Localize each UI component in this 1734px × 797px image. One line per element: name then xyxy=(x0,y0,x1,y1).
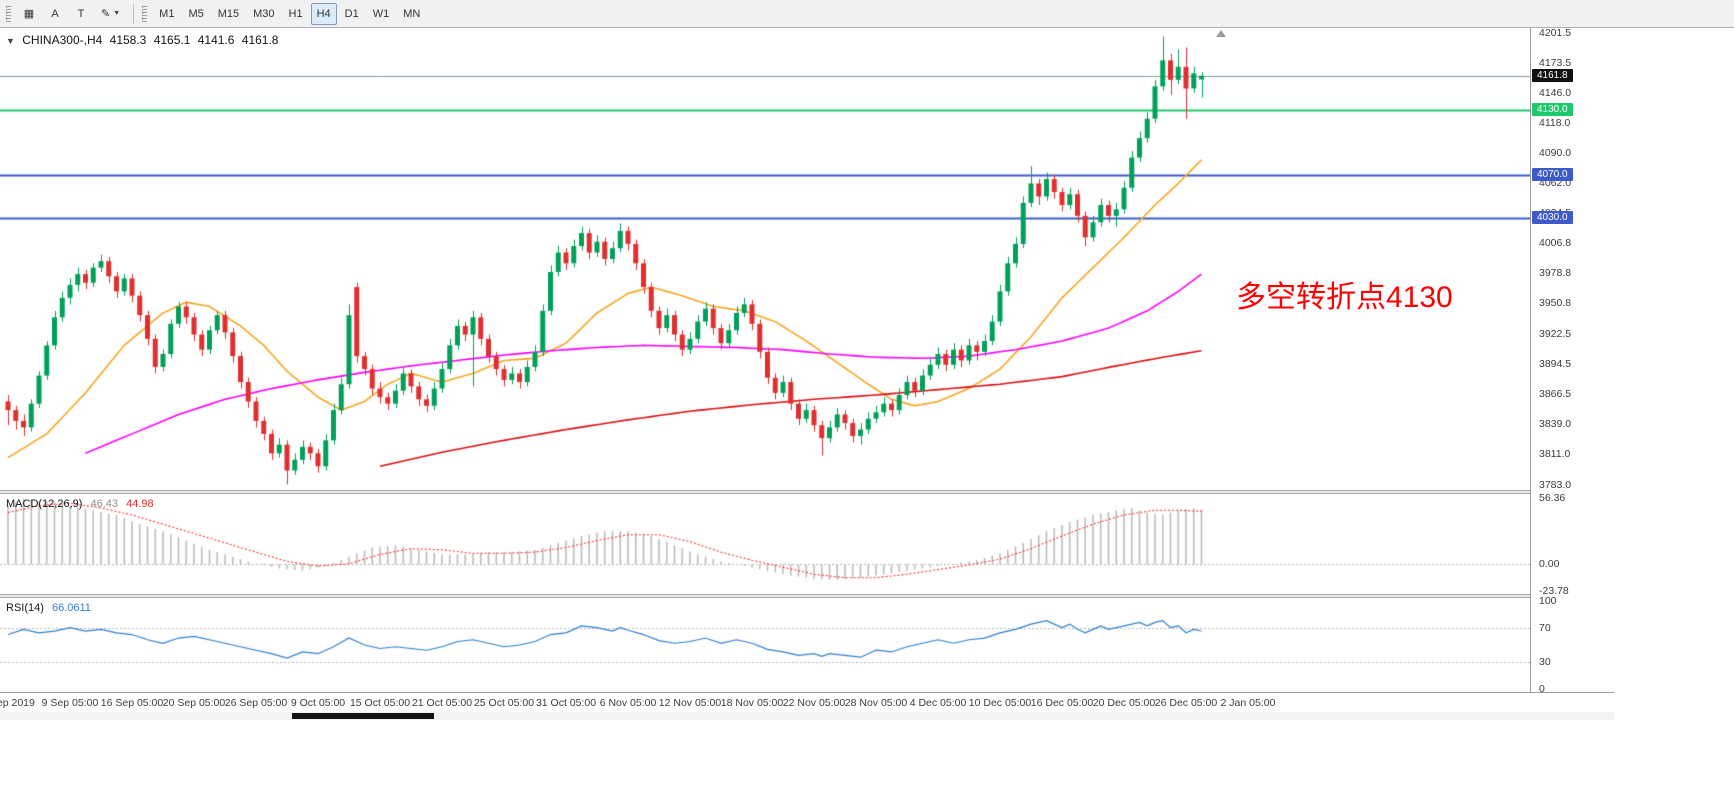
timeframe-mn[interactable]: MN xyxy=(403,7,421,20)
price-axis-tick: 4146.0 xyxy=(1539,86,1572,99)
time-axis-label: 28 Nov 05:00 xyxy=(844,697,908,709)
timeframe-drag-handle[interactable] xyxy=(142,5,148,22)
time-axis-label: 3 Sep 2019 xyxy=(0,697,35,709)
tool-text-label-tool[interactable]: A xyxy=(51,7,59,20)
tool-draw-tools-dropdown[interactable]: ✎ ▼ xyxy=(101,8,121,20)
chart-window: ▼ CHINA300-,H4 4158.3 4165.1 4141.6 4161… xyxy=(0,26,1614,720)
price-axis-tick: 3950.8 xyxy=(1539,297,1572,310)
time-axis-label: 22 Nov 05:00 xyxy=(782,697,846,709)
quote-symbol: CHINA300-,H4 xyxy=(22,33,103,47)
price-chart-canvas[interactable] xyxy=(0,28,1530,490)
macd-axis-tick: 0.00 xyxy=(1539,557,1560,570)
time-axis-label: 12 Nov 05:00 xyxy=(658,697,722,709)
dropdown-caret-icon: ▼ xyxy=(113,10,121,17)
quote-high: 4165.1 xyxy=(153,33,191,47)
rsi-axis-tick: 70 xyxy=(1539,621,1551,634)
window-bottom-margin xyxy=(0,721,1734,797)
price-axis-tick: 3894.5 xyxy=(1539,358,1572,371)
price-axis-tick: 4118.0 xyxy=(1539,116,1571,129)
timeframe-m5[interactable]: M5 xyxy=(188,7,204,20)
h-scrollbar xyxy=(0,712,1614,720)
price-axis-tick: 4201.5 xyxy=(1539,26,1572,39)
timeframe-m30[interactable]: M30 xyxy=(253,7,275,20)
price-badge-4161-8: 4161.8 xyxy=(1532,68,1573,82)
pane-splitter-macd[interactable] xyxy=(0,490,1614,494)
timeframe-d1[interactable]: D1 xyxy=(344,7,359,20)
collapse-arrow-icon[interactable]: ▼ xyxy=(6,36,15,46)
macd-label: MACD(12,26,9) 46.43 44.98 xyxy=(6,498,159,510)
time-axis-label: 25 Oct 05:00 xyxy=(473,697,535,709)
time-axis-label: 31 Oct 05:00 xyxy=(535,697,597,709)
rsi-name: RSI(14) xyxy=(6,602,44,614)
quote-close: 4161.8 xyxy=(241,33,279,47)
price-axis-tick: 4173.5 xyxy=(1539,57,1572,70)
price-axis-tick: 3978.8 xyxy=(1539,267,1572,280)
rsi-pane: RSI(14) 66.0611 xyxy=(0,598,1530,692)
time-axis-label: 21 Oct 05:00 xyxy=(411,697,473,709)
tools-group: ▦ A T ✎ ▼ xyxy=(16,3,127,25)
macd-axis-tick: -23.78 xyxy=(1539,585,1569,598)
macd-signal-value: 44.98 xyxy=(126,498,154,510)
macd-pane: MACD(12,26,9) 46.43 44.98 xyxy=(0,494,1530,594)
tool-chart-grid-tool[interactable]: ▦ xyxy=(23,8,35,20)
window-right-margin xyxy=(1614,28,1734,720)
toolbar-separator xyxy=(133,3,135,24)
price-axis-tick: 3839.0 xyxy=(1539,418,1572,431)
price-pane: ▼ CHINA300-,H4 4158.3 4165.1 4141.6 4161… xyxy=(0,28,1530,490)
time-axis-label: 9 Oct 05:00 xyxy=(290,697,346,709)
time-axis-label: 2 Jan 05:00 xyxy=(1220,697,1276,709)
macd-axis-tick: 56.36 xyxy=(1539,492,1566,505)
time-axis-label: 16 Sep 05:00 xyxy=(100,697,164,709)
timeframe-m1[interactable]: M1 xyxy=(159,7,175,20)
tool-crosshair-tool[interactable]: T xyxy=(77,7,85,20)
time-axis-label: 20 Dec 05:00 xyxy=(1092,697,1156,709)
quote-low: 4141.6 xyxy=(197,33,235,47)
price-badge-4070-0: 4070.0 xyxy=(1532,167,1573,181)
macd-chart-canvas[interactable] xyxy=(0,494,1530,594)
timeframe-m15[interactable]: M15 xyxy=(217,7,240,20)
rsi-axis-tick: 100 xyxy=(1539,595,1557,608)
price-axis[interactable]: 4201.54173.54146.04118.04090.04062.04034… xyxy=(1530,26,1614,695)
time-axis-label: 26 Dec 05:00 xyxy=(1154,697,1218,709)
price-badge-4030-0: 4030.0 xyxy=(1532,210,1573,224)
timeframe-w1[interactable]: W1 xyxy=(372,7,390,20)
rsi-chart-canvas[interactable] xyxy=(0,598,1530,692)
chart-shift-marker-icon[interactable] xyxy=(1216,30,1226,37)
timeframe-h4[interactable]: H4 xyxy=(310,2,337,25)
time-axis-label: 16 Dec 05:00 xyxy=(1030,697,1094,709)
time-axis-label: 6 Nov 05:00 xyxy=(599,697,657,709)
timeframe-h1[interactable]: H1 xyxy=(288,7,303,20)
pane-splitter-rsi[interactable] xyxy=(0,594,1614,598)
h-scrollbar-thumb[interactable] xyxy=(292,713,434,719)
timeframes-group: M1 M5 M15 M30 H1 H4 D1 W1 MN xyxy=(152,2,427,25)
price-axis-tick: 4090.0 xyxy=(1539,147,1572,160)
macd-name: MACD(12,26,9) xyxy=(6,498,83,510)
quote-line: ▼ CHINA300-,H4 4158.3 4165.1 4141.6 4161… xyxy=(6,33,282,47)
price-axis-tick: 3922.5 xyxy=(1539,328,1572,341)
time-axis-label: 4 Dec 05:00 xyxy=(909,697,967,709)
annotation-text: 多空转折点4130 xyxy=(1236,281,1453,314)
price-axis-tick: 3783.0 xyxy=(1539,478,1572,491)
time-axis-label: 20 Sep 05:00 xyxy=(162,697,226,709)
time-axis-label: 18 Nov 05:00 xyxy=(720,697,784,709)
macd-main-value: 46.43 xyxy=(90,498,119,510)
toolbar-drag-handle[interactable] xyxy=(6,5,11,22)
rsi-axis-tick: 30 xyxy=(1539,656,1551,669)
rsi-axis-tick: 0 xyxy=(1539,682,1545,695)
quote-open: 4158.3 xyxy=(109,33,147,47)
rsi-value: 66.0611 xyxy=(51,602,91,614)
time-axis-label: 10 Dec 05:00 xyxy=(968,697,1032,709)
price-axis-tick: 3811.0 xyxy=(1539,448,1571,461)
time-axis-label: 9 Sep 05:00 xyxy=(41,697,99,709)
price-badge-4130-0: 4130.0 xyxy=(1532,103,1573,117)
rsi-label: RSI(14) 66.0611 xyxy=(6,602,96,614)
time-axis-label: 26 Sep 05:00 xyxy=(224,697,288,709)
toolbar: ▦ A T ✎ ▼ M1 M5 M15 M30 H1 H4 D1 W1 MN xyxy=(0,0,1734,28)
time-axis-label: 15 Oct 05:00 xyxy=(349,697,411,709)
price-axis-tick: 3866.5 xyxy=(1539,388,1572,401)
price-axis-tick: 4006.8 xyxy=(1539,237,1572,250)
